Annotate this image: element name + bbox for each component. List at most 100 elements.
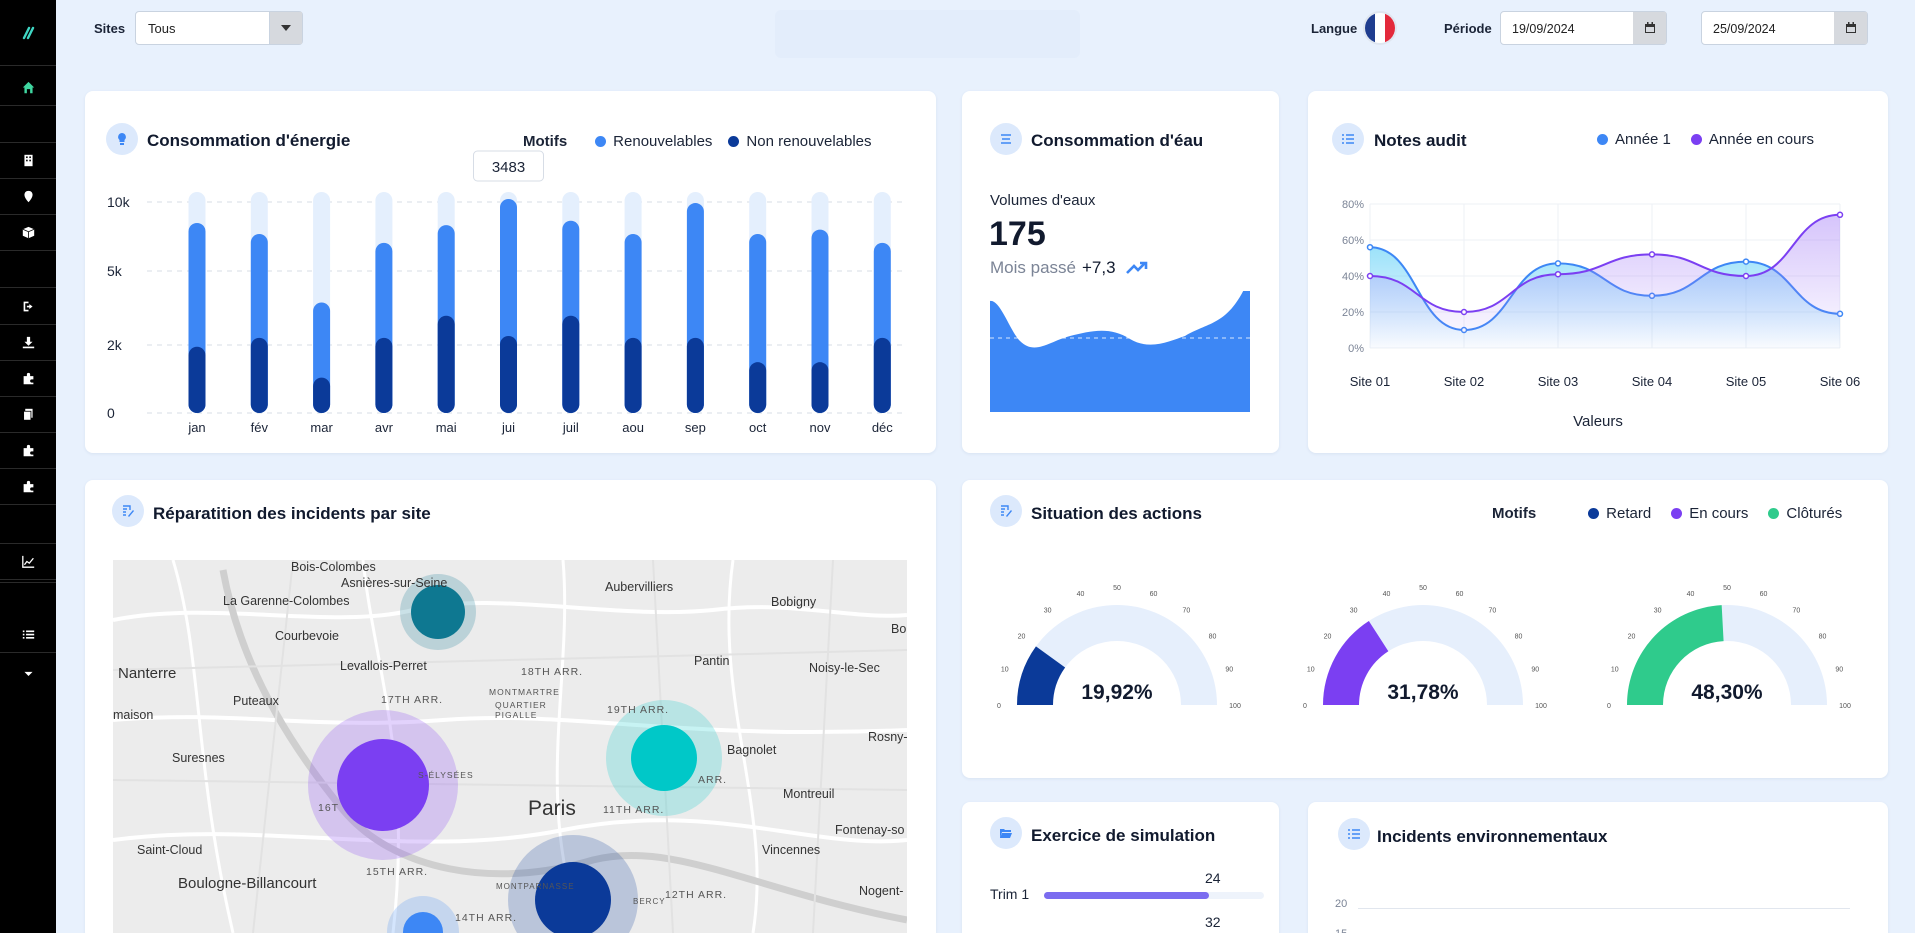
bar-non-renouvelables[interactable] bbox=[749, 362, 767, 413]
gauge-tick: 40 bbox=[1687, 591, 1695, 598]
simulation-value-2: 32 bbox=[1205, 914, 1221, 930]
series-point[interactable] bbox=[1366, 272, 1374, 280]
gauge-tick: 60 bbox=[1150, 591, 1158, 598]
map-label: Rosny- bbox=[868, 730, 907, 744]
legend-en-cours[interactable]: En cours bbox=[1689, 505, 1749, 522]
bar-non-renouvelables[interactable] bbox=[500, 336, 517, 413]
legend-clotures[interactable]: Clôturés bbox=[1786, 505, 1843, 522]
calendar-icon[interactable] bbox=[1834, 12, 1867, 44]
legend-renouvelables[interactable]: Renouvelables bbox=[613, 133, 713, 150]
bar-non-renouvelables[interactable] bbox=[313, 377, 331, 413]
incident-circle[interactable] bbox=[403, 912, 443, 933]
date-end-field[interactable]: 25/09/2024 bbox=[1701, 11, 1868, 45]
legend-non-renouvelables[interactable]: Non renouvelables bbox=[746, 133, 872, 150]
bar-non-renouvelables[interactable] bbox=[562, 315, 580, 413]
search-placeholder-area bbox=[775, 10, 1080, 58]
lightbulb-icon bbox=[106, 123, 138, 155]
gauge-tick: 30 bbox=[1044, 608, 1052, 615]
bar-non-renouvelables[interactable] bbox=[686, 337, 704, 413]
simulation-value-1: 24 bbox=[1205, 870, 1221, 886]
chevron-down-icon[interactable] bbox=[0, 655, 56, 691]
legend-annee-1[interactable]: Année 1 bbox=[1615, 131, 1671, 148]
water-title: Consommation d'éau bbox=[1031, 131, 1204, 150]
documents-icon[interactable] bbox=[0, 397, 56, 433]
map-label: Saint-Cloud bbox=[137, 843, 203, 857]
gauge-tick: 0 bbox=[1303, 703, 1307, 710]
map-roads bbox=[113, 560, 907, 933]
incident-circle[interactable] bbox=[411, 585, 465, 639]
series-point[interactable] bbox=[1648, 251, 1656, 258]
series-point[interactable] bbox=[1366, 243, 1374, 251]
legend-annee-en-cours[interactable]: Année en cours bbox=[1708, 131, 1814, 148]
list-icon[interactable] bbox=[0, 617, 56, 653]
x-tick-label: mai bbox=[436, 420, 457, 435]
bar-non-renouvelables[interactable] bbox=[188, 346, 206, 413]
bar-non-renouvelables[interactable] bbox=[250, 337, 268, 413]
map-label: MONTMARTRE bbox=[489, 687, 560, 697]
legend-dot-annee-en-cours bbox=[1690, 134, 1702, 145]
puzzle-icon[interactable] bbox=[0, 469, 56, 505]
sites-select[interactable]: Tous bbox=[135, 11, 303, 45]
map-label: 19TH ARR. bbox=[607, 704, 670, 716]
bar-non-renouvelables[interactable] bbox=[624, 337, 642, 413]
home-icon[interactable] bbox=[0, 70, 56, 106]
gauge-tick: 100 bbox=[1229, 703, 1241, 710]
bar-non-renouvelables[interactable] bbox=[437, 315, 455, 413]
x-tick-label: Site 02 bbox=[1444, 374, 1484, 389]
legend-retard[interactable]: Retard bbox=[1606, 505, 1652, 522]
map-label: Nanterre bbox=[118, 665, 177, 682]
audit-title: Notes audit bbox=[1374, 131, 1467, 150]
sites-value: Tous bbox=[148, 21, 176, 36]
series-point[interactable] bbox=[1554, 260, 1562, 267]
location-icon[interactable] bbox=[0, 179, 56, 215]
gauge-tick: 10 bbox=[1307, 667, 1315, 674]
chart-icon[interactable] bbox=[0, 544, 56, 580]
series-point[interactable] bbox=[1554, 270, 1562, 278]
gauge-fill[interactable] bbox=[1323, 620, 1389, 705]
incidents-map[interactable]: Bois-Colombes Asnières-sur-Seine Aubervi… bbox=[113, 560, 907, 933]
puzzle-icon[interactable] bbox=[0, 433, 56, 469]
gauge-fill[interactable] bbox=[1627, 605, 1724, 705]
logout-icon[interactable] bbox=[0, 289, 56, 325]
x-tick-label: oct bbox=[749, 420, 767, 435]
series-point[interactable] bbox=[1742, 272, 1750, 280]
bar-non-renouvelables[interactable] bbox=[811, 362, 829, 413]
calendar-icon[interactable] bbox=[1633, 12, 1666, 44]
series-point[interactable] bbox=[1460, 308, 1468, 316]
audit-chart: 80% 60% 40% 20% 0% Site 01 Site 02 Site 03 Site … bbox=[1342, 199, 1860, 430]
building-icon[interactable] bbox=[0, 143, 56, 179]
logo-icon[interactable] bbox=[0, 0, 56, 66]
box-icon[interactable] bbox=[0, 215, 56, 251]
incident-circle[interactable] bbox=[535, 862, 611, 933]
bar-non-renouvelables[interactable] bbox=[873, 337, 891, 413]
simulation-bar-fill bbox=[1044, 892, 1209, 899]
y-tick-label: 20% bbox=[1342, 307, 1364, 319]
gauge-tick: 70 bbox=[1488, 608, 1496, 615]
incident-circle[interactable] bbox=[631, 725, 697, 791]
tooltip-value: 3483 bbox=[492, 159, 525, 176]
map-label: maison bbox=[113, 708, 154, 722]
y-tick-label: 5k bbox=[107, 263, 123, 279]
y-tick-label: 40% bbox=[1342, 271, 1364, 283]
gauge-fill[interactable] bbox=[1017, 646, 1066, 705]
actions-legend: Motifs Retard En cours Clôturés bbox=[1492, 505, 1842, 522]
series-point[interactable] bbox=[1742, 258, 1750, 265]
bar-non-renouvelables[interactable] bbox=[375, 337, 393, 413]
chevron-down-icon[interactable] bbox=[269, 12, 302, 44]
gauge-value: 48,30% bbox=[1691, 681, 1763, 704]
gauge-tick: 60 bbox=[1456, 591, 1464, 598]
puzzle-icon[interactable] bbox=[0, 361, 56, 397]
water-value: 175 bbox=[989, 215, 1046, 253]
gauge-tick: 0 bbox=[1607, 703, 1611, 710]
download-icon[interactable] bbox=[0, 325, 56, 361]
trending-up-icon bbox=[1125, 261, 1147, 274]
x-tick-label: juil bbox=[562, 420, 579, 435]
series-line[interactable] bbox=[1369, 213, 1841, 314]
date-start-field[interactable]: 19/09/2024 bbox=[1500, 11, 1667, 45]
incident-circle[interactable] bbox=[337, 739, 429, 831]
france-flag-icon[interactable] bbox=[1363, 11, 1397, 45]
energy-card: Consommation d'énergie Motifs Renouvelab… bbox=[85, 91, 936, 453]
list-icon bbox=[1332, 123, 1364, 155]
legend-dot-retard bbox=[1588, 508, 1600, 519]
series-point[interactable] bbox=[1836, 211, 1844, 219]
